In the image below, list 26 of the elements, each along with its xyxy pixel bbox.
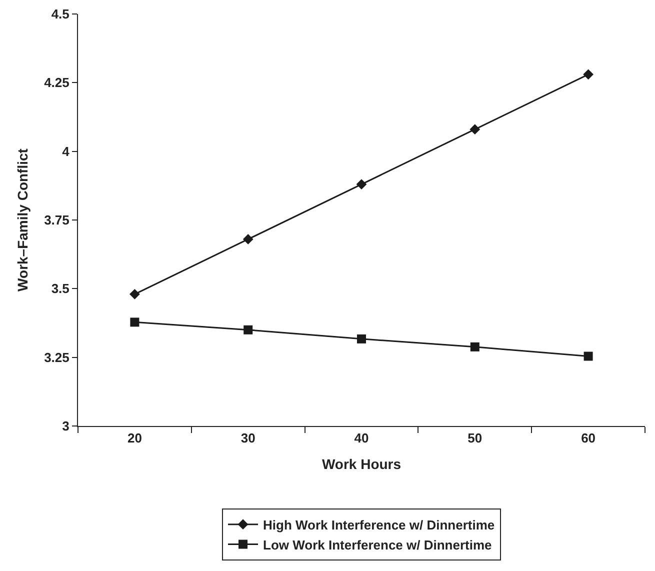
point bbox=[584, 352, 593, 361]
point bbox=[470, 342, 480, 352]
x-tick-label: 50 bbox=[468, 430, 482, 446]
legend-label: Low Work Interference w/ Dinnertime bbox=[263, 537, 492, 552]
point bbox=[244, 325, 253, 334]
y-tick-label: 4 bbox=[62, 144, 70, 159]
y-tick-label: 4.25 bbox=[44, 75, 70, 90]
y-axis-title: Work–Family Conflict bbox=[14, 148, 31, 292]
x-tick-label: 40 bbox=[354, 430, 369, 446]
point bbox=[357, 334, 366, 344]
point bbox=[470, 124, 480, 135]
x-tick-label: 60 bbox=[581, 430, 596, 446]
x-axis-title: Work Hours bbox=[322, 456, 402, 472]
y-tick-label: 3.25 bbox=[44, 350, 70, 365]
legend-label: High Work Interference w/ Dinnertime bbox=[263, 517, 495, 532]
y-tick-label: 3.75 bbox=[44, 212, 70, 228]
y-tick-label: 4.5 bbox=[51, 6, 70, 22]
y-tick-label: 3 bbox=[62, 418, 70, 434]
point bbox=[130, 288, 140, 300]
point bbox=[583, 69, 594, 80]
x-tick-label: 20 bbox=[127, 430, 142, 446]
point bbox=[356, 179, 367, 190]
point bbox=[242, 234, 254, 244]
x-tick-label: 30 bbox=[240, 430, 256, 446]
y-tick-label: 3.5 bbox=[51, 281, 70, 296]
point bbox=[130, 318, 140, 327]
